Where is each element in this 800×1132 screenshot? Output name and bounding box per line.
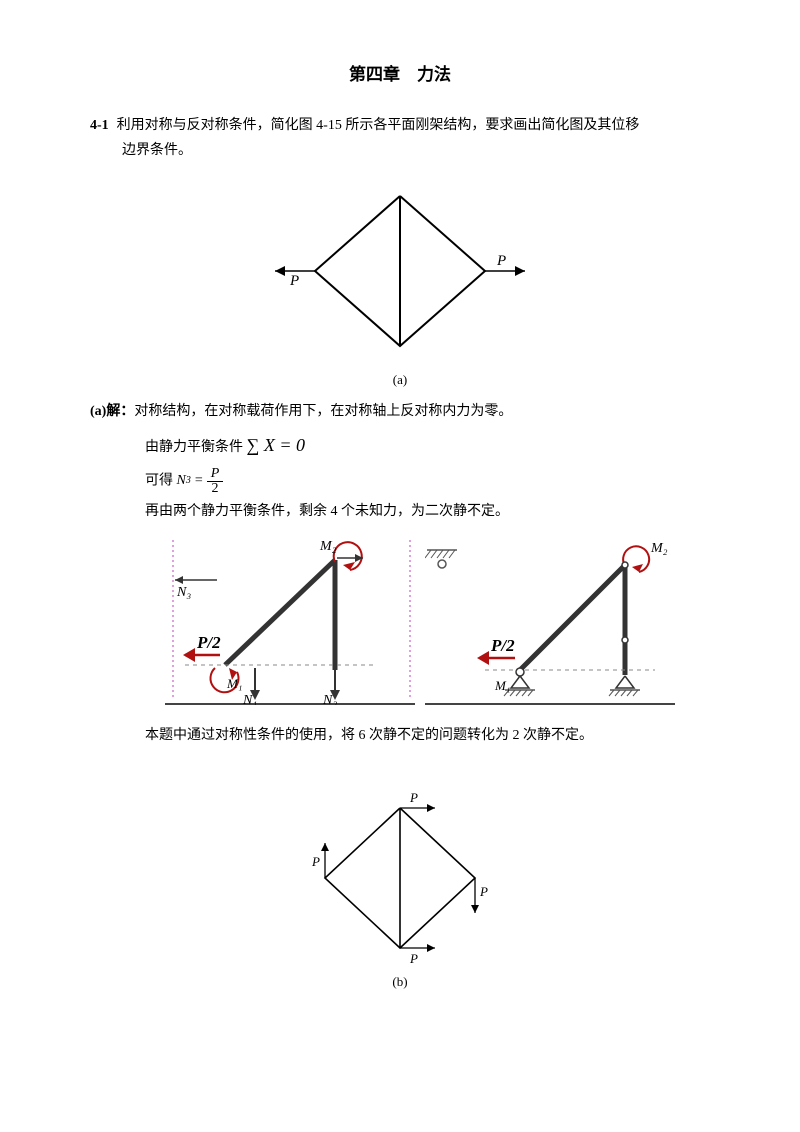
figure-a: P P (a) bbox=[90, 181, 710, 388]
label-m2-left: M₂ bbox=[319, 540, 337, 554]
solution-a-line1: 对称结构，在对称载荷作用下，在对称轴上反对称内力为零。 bbox=[134, 404, 512, 419]
problem-statement: 4-1 利用对称与反对称条件，简化图 4-15 所示各平面刚架结构，要求画出简化… bbox=[90, 113, 710, 138]
label-n2: N₂ bbox=[322, 693, 337, 705]
summary-line: 本题中通过对称性条件的使用，将 6 次静不定的问题转化为 2 次静不定。 bbox=[145, 723, 710, 748]
solution-a: (a)解：对称结构，在对称载荷作用下，在对称轴上反对称内力为零。 bbox=[90, 398, 710, 426]
label-n3: N₃ bbox=[176, 585, 191, 600]
chapter-title: 第四章 力法 bbox=[90, 60, 710, 85]
eq-sum-x: ∑ X = 0 bbox=[247, 435, 305, 455]
label-m1-left: M₁ bbox=[226, 676, 242, 691]
solution-a-line4: 再由两个静力平衡条件，剩余 4 个未知力，为二次静不定。 bbox=[145, 497, 710, 528]
label-m2-right: M₂ bbox=[650, 541, 668, 556]
figure-a-caption: (a) bbox=[90, 372, 710, 388]
solution-a-line2: 由静力平衡条件 ∑ X = 0 bbox=[145, 426, 710, 466]
diagram-right: M₂ P/2 bbox=[425, 540, 675, 705]
diagram-pair: N₃ M₂ P/2 M₁ N₁ N₂ bbox=[130, 540, 710, 705]
label-p2-right: P/2 bbox=[490, 636, 515, 655]
figure-b-svg: P P P P bbox=[270, 788, 530, 963]
solution-a-line3: 可得 N3 = P 2 bbox=[145, 466, 710, 497]
support-top-icon bbox=[425, 550, 457, 568]
label-p-bottom: P bbox=[409, 951, 418, 963]
label-m1-right: M₁ bbox=[494, 678, 510, 693]
label-p-leftb: P bbox=[311, 854, 320, 869]
problem-line2: 边界条件。 bbox=[122, 138, 710, 163]
figure-b-caption: (b) bbox=[90, 974, 710, 990]
label-p-left: P bbox=[289, 273, 299, 289]
label-p-rightb: P bbox=[479, 884, 488, 899]
label-n1: N₁ bbox=[242, 693, 257, 705]
solution-a-heading: (a)解： bbox=[90, 404, 134, 419]
label-p2-left: P/2 bbox=[196, 633, 221, 652]
support-right-icon bbox=[609, 676, 640, 696]
figure-a-svg: P P bbox=[255, 181, 545, 361]
eq-n3: N3 = P 2 bbox=[177, 466, 224, 497]
label-p-right: P bbox=[496, 253, 506, 269]
problem-line1: 利用对称与反对称条件，简化图 4-15 所示各平面刚架结构，要求画出简化图及其位… bbox=[117, 113, 640, 138]
figure-b: P P P P (b) bbox=[90, 788, 710, 990]
label-p-top: P bbox=[409, 790, 418, 805]
diagram-left: N₃ M₂ P/2 M₁ N₁ N₂ bbox=[165, 540, 415, 705]
problem-number: 4-1 bbox=[90, 113, 109, 138]
